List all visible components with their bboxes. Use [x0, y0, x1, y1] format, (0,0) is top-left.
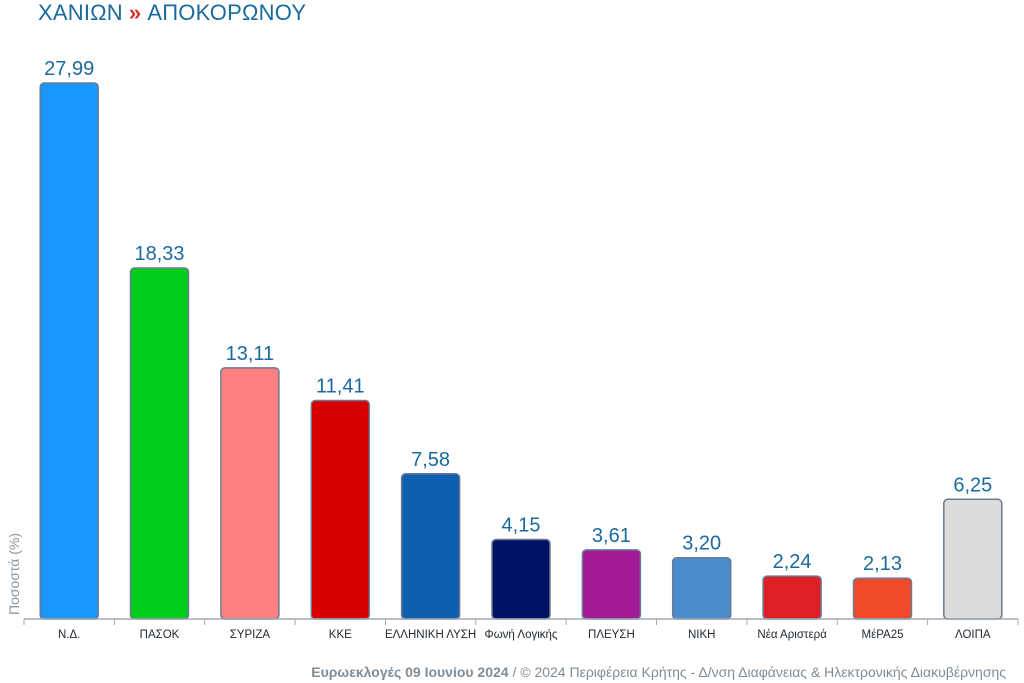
category-label-3: ΚΚΕ	[329, 629, 352, 641]
y-axis-label: Ποσοστά (%)	[6, 533, 22, 615]
copyright-text: / © 2024 Περιφέρεια Κρήτης - Δ/νση Διαφά…	[508, 664, 1006, 680]
bar-9	[852, 577, 913, 620]
value-label-4: 7,58	[411, 449, 450, 471]
category-label-4: ΕΛΛΗΝΙΚΗ ΛΥΣΗ	[385, 629, 476, 641]
municipality-name: ΑΠΟΚΟΡΩΝΟΥ	[147, 0, 307, 25]
bar-chart: Ποσοστά (%) 27,99 Ν.Δ. 18,33 ΠΑΣΟΚ 13,11 ΣΥΡΙΖ…	[6, 58, 1019, 641]
category-label-9: ΜέΡΑ25	[862, 629, 904, 641]
value-label-6: 3,61	[592, 525, 631, 547]
region-name: ΧΑΝΙΩΝ	[38, 0, 123, 25]
bar-5	[491, 538, 551, 620]
value-label-10: 6,25	[953, 474, 992, 496]
breadcrumb-separator: »	[128, 0, 142, 25]
footer: Ευρωεκλογές 09 Ιουνίου 2024 / © 2024 Περ…	[311, 664, 1006, 680]
value-label-0: 27,99	[44, 58, 94, 80]
category-label-5: Φωνή Λογικής	[485, 629, 558, 641]
election-name: Ευρωεκλογές 09 Ιουνίου 2024	[311, 664, 509, 680]
category-label-8: Νέα Αριστερά	[757, 629, 827, 641]
page-title: ΧΑΝΙΩΝ» ΑΠΟΚΟΡΩΝΟΥ	[38, 0, 306, 26]
bar-1	[129, 267, 190, 620]
category-label-6: ΠΛΕΥΣΗ	[588, 629, 635, 641]
bar-2	[220, 367, 280, 620]
value-label-7: 3,20	[682, 533, 721, 555]
bar-6	[581, 549, 642, 620]
value-label-9: 2,13	[863, 553, 902, 575]
bar-4	[400, 473, 461, 620]
value-label-5: 4,15	[502, 515, 541, 537]
category-label-10: ΛΟΙΠΑ	[955, 629, 991, 641]
category-label-1: ΠΑΣΟΚ	[140, 629, 180, 641]
bar-8	[762, 575, 822, 620]
bar-3	[310, 399, 371, 620]
category-label-7: ΝΙΚΗ	[688, 629, 715, 641]
category-label-0: Ν.Δ.	[58, 629, 80, 641]
bar-0	[39, 82, 99, 620]
value-label-2: 13,11	[226, 343, 275, 365]
bar-10	[943, 498, 1003, 620]
category-label-2: ΣΥΡΙΖΑ	[230, 629, 271, 641]
value-label-1: 18,33	[134, 243, 184, 265]
bar-7	[671, 556, 732, 620]
value-label-8: 2,24	[773, 551, 812, 573]
value-label-3: 11,41	[316, 376, 365, 398]
